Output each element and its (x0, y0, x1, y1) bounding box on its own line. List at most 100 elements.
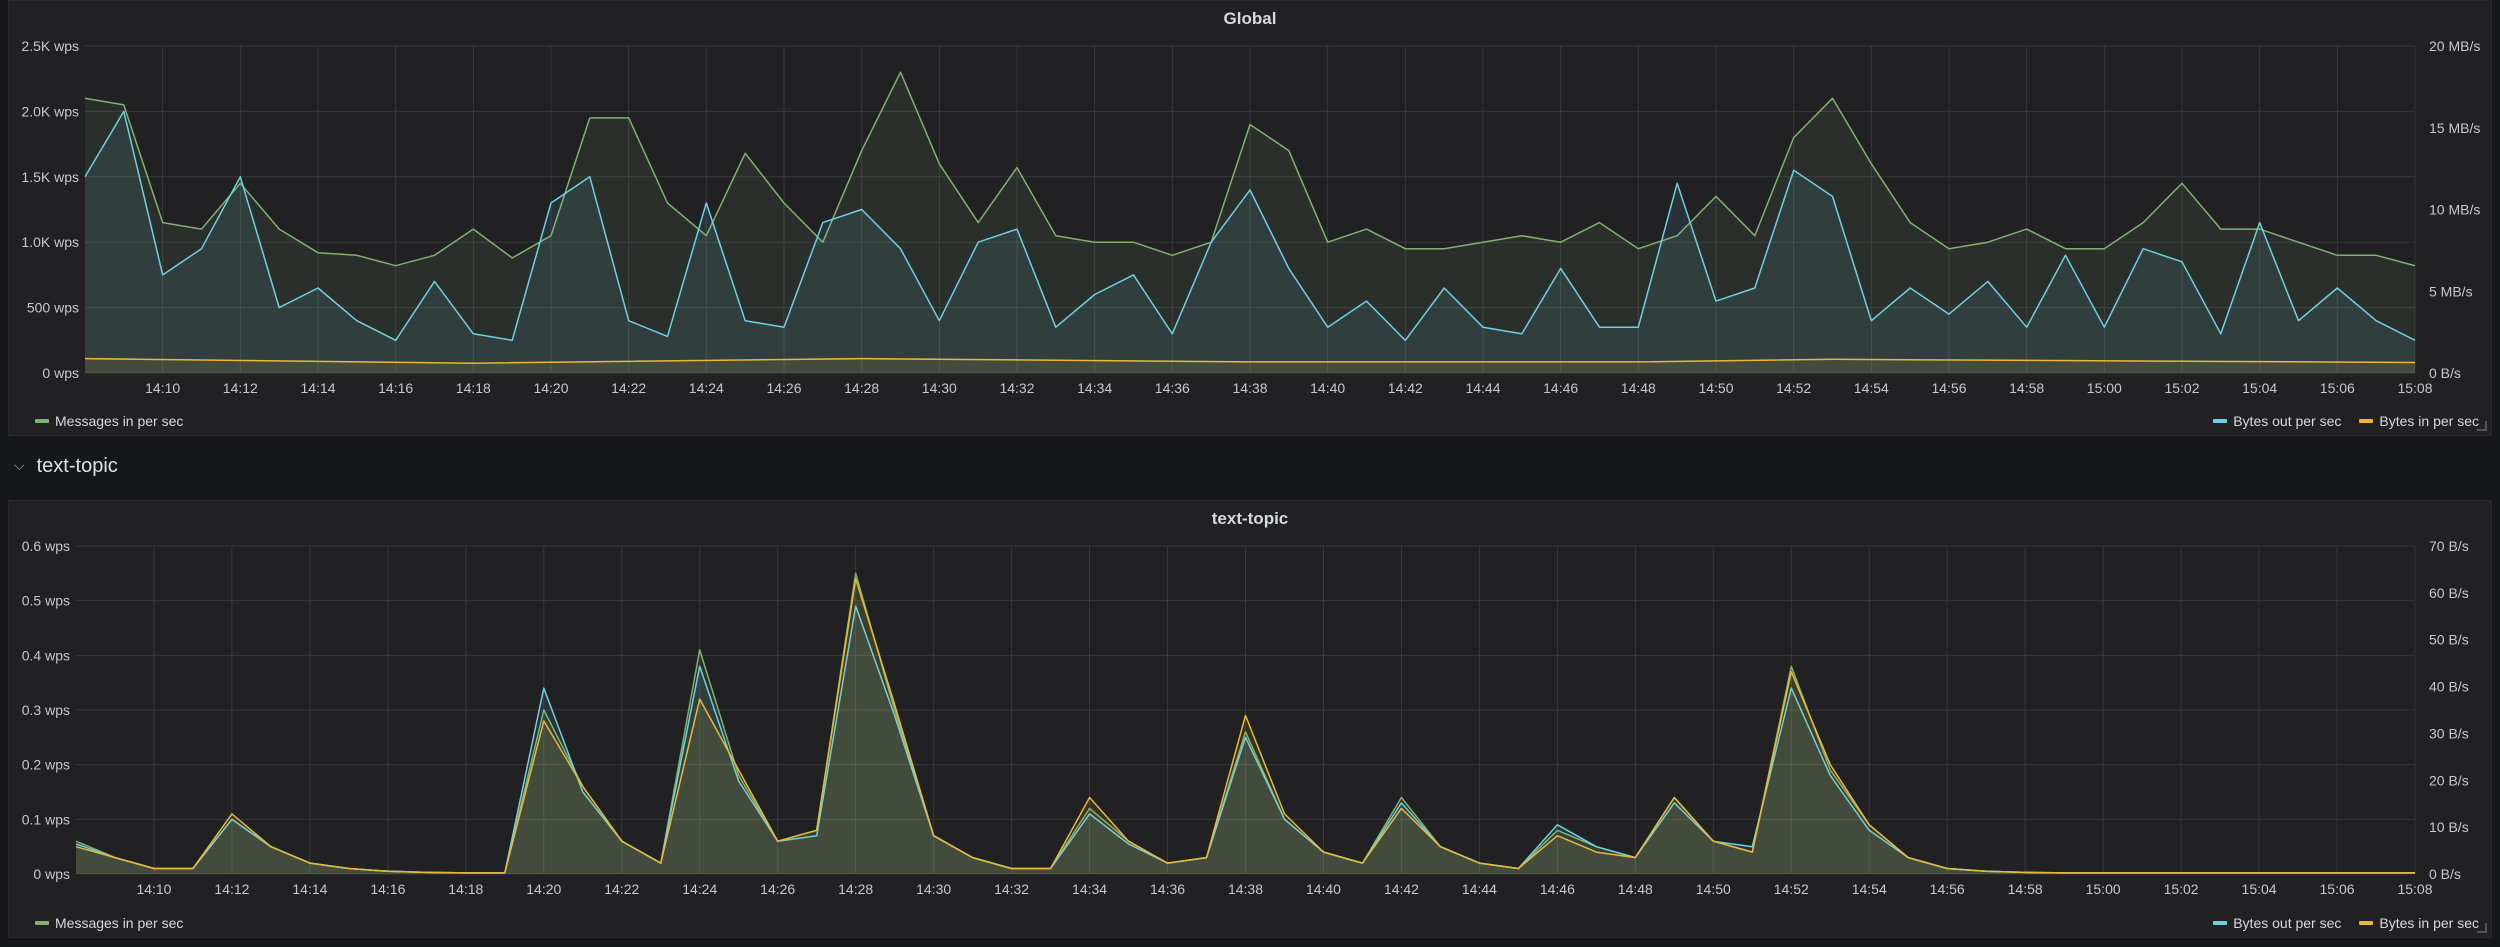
text-topic-chart: 0 wps 0.1 wps 0.2 wps 0.3 wps 0.4 wps 0.5 wps… (22, 538, 2469, 897)
y-right-tick-label: 5 MB/s (2429, 283, 2473, 299)
x-tick-label: 14:36 (1150, 881, 1185, 897)
x-tick-label: 14:26 (760, 881, 795, 897)
x-tick-label: 14:52 (1774, 881, 1809, 897)
legend-item-bytes-out[interactable]: Bytes out per sec (2213, 915, 2341, 931)
y-right-tick-label: 70 B/s (2429, 538, 2469, 554)
x-tick-label: 14:20 (533, 380, 568, 396)
series-area-1 (76, 606, 2415, 874)
x-tick-label: 15:02 (2164, 881, 2199, 897)
panel-resize-handle[interactable] (2477, 923, 2487, 933)
series-area-0 (76, 573, 2415, 874)
x-tick-label: 14:14 (300, 380, 335, 396)
y-left-tick-label: 0.6 wps (22, 538, 70, 554)
x-tick-label: 14:46 (1543, 380, 1578, 396)
x-tick-label: 14:26 (766, 380, 801, 396)
series-line-bytes-in-per-sec[interactable] (75, 578, 2415, 874)
x-tick-label: 14:46 (1540, 881, 1575, 897)
x-tick-label: 14:38 (1232, 380, 1267, 396)
global-chart: 0 wps 500 wps 1.0K wps 1.5K wps 2.0K wps 2.5K… (21, 38, 2480, 396)
row-title: text-topic (36, 455, 118, 477)
x-tick-label: 14:44 (1462, 881, 1497, 897)
legend-label: Messages in per sec (55, 413, 184, 429)
x-tick-label: 14:40 (1306, 881, 1341, 897)
legend-label: Bytes out per sec (2233, 915, 2342, 931)
y-left-tick-label: 0.3 wps (22, 702, 70, 718)
legend-swatch-messages-in (35, 419, 49, 423)
chevron-down-icon[interactable]: ⌵ (14, 457, 25, 473)
y-left-tick-label: 0.1 wps (22, 811, 70, 827)
y-left-tick-label: 0 wps (42, 365, 79, 381)
series-area-2 (85, 358, 2415, 373)
x-tick-label: 14:22 (604, 881, 639, 897)
legend-swatch-bytes-out (2213, 419, 2228, 423)
legend-swatch-bytes-in (2359, 921, 2374, 925)
x-tick-label: 14:42 (1384, 881, 1419, 897)
x-tick-label: 14:28 (844, 380, 879, 396)
x-tick-label: 14:18 (448, 881, 483, 897)
x-tick-label: 14:16 (378, 380, 413, 396)
y-right-tick-label: 20 B/s (2429, 772, 2469, 788)
x-tick-label: 14:34 (1077, 380, 1112, 396)
x-tick-label: 14:54 (1854, 380, 1889, 396)
x-tick-label: 14:50 (1698, 380, 1733, 396)
x-tick-label: 14:34 (1072, 881, 1107, 897)
x-tick-label: 14:14 (292, 881, 327, 897)
x-tick-label: 14:12 (223, 380, 258, 396)
global-panel: Global 0 wps 500 wps 1.0K wps 1.5K wps 2.0K … (8, 0, 2492, 436)
x-tick-label: 14:10 (136, 881, 171, 897)
x-tick-label: 14:32 (999, 380, 1034, 396)
series-line-messages-in-per-sec[interactable] (84, 71, 2416, 267)
panel-title-text-topic[interactable]: text-topic (1211, 509, 1289, 528)
x-tick-label: 14:52 (1776, 380, 1811, 396)
x-tick-label: 14:18 (456, 380, 491, 396)
series-area-0 (85, 72, 2415, 373)
panel-resize-handle[interactable] (2477, 421, 2487, 431)
x-tick-label: 14:20 (526, 881, 561, 897)
legend-item-bytes-in[interactable]: Bytes in per sec (2359, 915, 2479, 931)
legend-item-messages-in[interactable]: Messages in per sec (35, 915, 183, 931)
y-left-tick-label: 1.0K wps (21, 234, 79, 250)
x-tick-label: 14:54 (1852, 881, 1887, 897)
series-line-bytes-in-per-sec[interactable] (84, 357, 2416, 364)
series-area-2 (76, 578, 2415, 874)
y-left-tick-label: 500 wps (27, 300, 79, 316)
row-header-text-topic[interactable]: ⌵ text-topic (14, 455, 118, 478)
panel-title-global[interactable]: Global (1223, 9, 1277, 28)
x-tick-label: 15:00 (2086, 881, 2121, 897)
y-right-tick-label: 40 B/s (2429, 679, 2469, 695)
text-topic-panel: text-topic 0 wps 0.1 wps 0.2 wps 0.3 wps 0.4… (8, 500, 2492, 938)
x-tick-label: 14:12 (214, 881, 249, 897)
legend-right: Bytes out per sec Bytes in per sec (2213, 413, 2479, 429)
x-tick-label: 15:06 (2320, 881, 2355, 897)
y-right-tick-label: 0 B/s (2429, 866, 2461, 882)
x-tick-label: 14:22 (611, 380, 646, 396)
x-tick-label: 14:16 (370, 881, 405, 897)
x-tick-label: 14:36 (1155, 380, 1190, 396)
x-tick-label: 14:56 (1930, 881, 1965, 897)
legend-item-bytes-in[interactable]: Bytes in per sec (2359, 413, 2479, 429)
legend-item-bytes-out[interactable]: Bytes out per sec (2213, 413, 2341, 429)
legend-label: Bytes in per sec (2379, 413, 2479, 429)
x-tick-label: 14:58 (2008, 881, 2043, 897)
x-tick-label: 14:10 (145, 380, 180, 396)
y-left-tick-label: 2.0K wps (21, 103, 79, 119)
x-tick-label: 15:02 (2164, 380, 2199, 396)
legend-item-messages-in[interactable]: Messages in per sec (35, 413, 183, 429)
y-left-tick-label: 2.5K wps (21, 38, 79, 54)
x-tick-label: 15:04 (2242, 380, 2277, 396)
y-right-tick-label: 20 MB/s (2429, 38, 2480, 54)
x-tick-label: 14:24 (682, 881, 717, 897)
x-tick-label: 15:04 (2242, 881, 2277, 897)
legend-right: Bytes out per sec Bytes in per sec (2213, 915, 2479, 931)
x-tick-label: 14:40 (1310, 380, 1345, 396)
legend-swatch-bytes-in (2359, 419, 2374, 423)
y-right-tick-label: 30 B/s (2429, 725, 2469, 741)
y-left-tick-label: 0.5 wps (22, 593, 70, 609)
legend-left: Messages in per sec (35, 413, 183, 429)
x-tick-label: 15:08 (2397, 380, 2432, 396)
series-line-bytes-out-per-sec[interactable] (84, 110, 2416, 342)
legend-label: Bytes in per sec (2379, 915, 2479, 931)
y-left-tick-label: 0.2 wps (22, 757, 70, 773)
series-area-1 (85, 111, 2415, 374)
x-tick-label: 15:06 (2320, 380, 2355, 396)
